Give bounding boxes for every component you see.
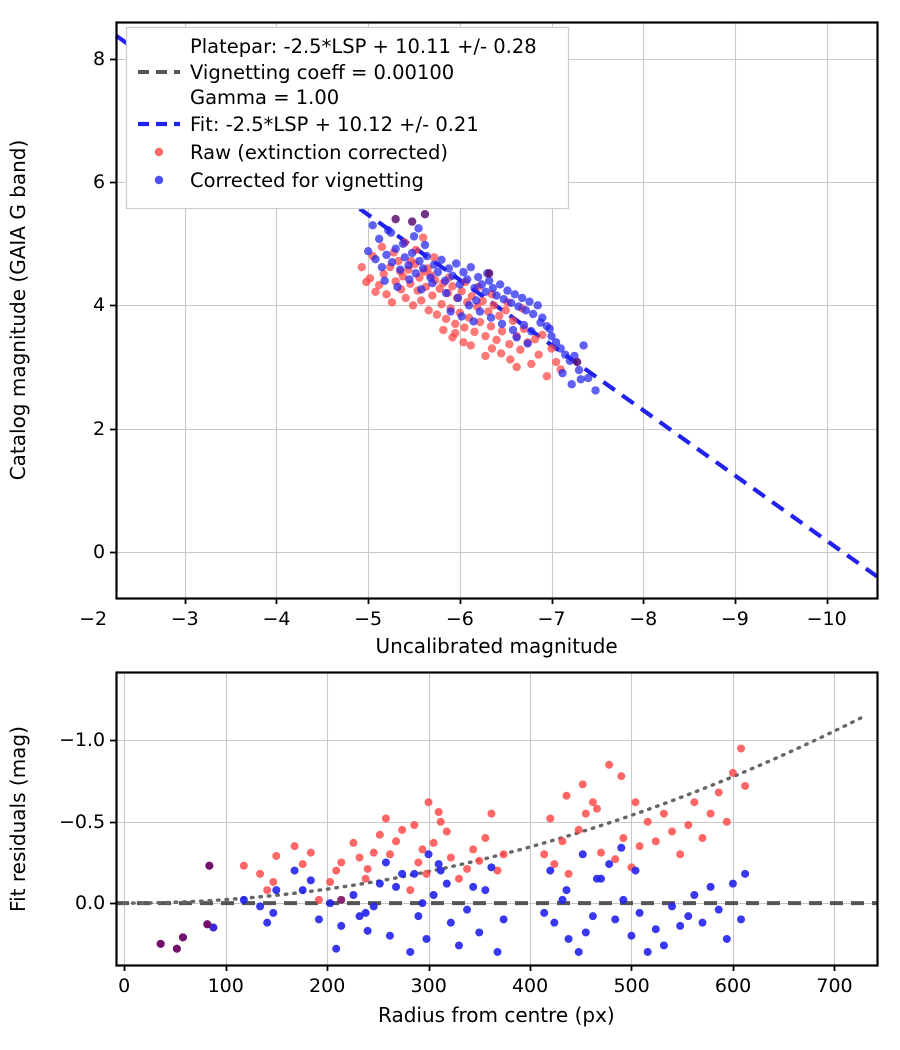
plot-canvas xyxy=(0,0,900,1050)
figure-root: −2 −3 −4 −5 −6 −7 −8 −9 −10 0 2 4 6 8 Uncalibrated mag… xyxy=(0,0,900,1050)
